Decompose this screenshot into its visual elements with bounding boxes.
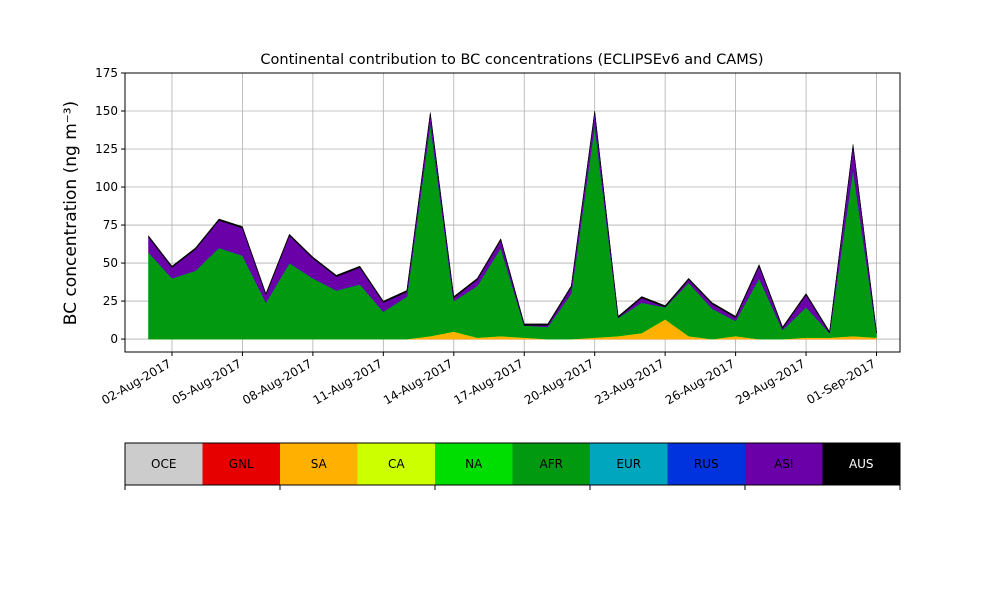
x-tick-label: 14-Aug-2017: [381, 356, 455, 407]
x-tick-label: 17-Aug-2017: [452, 356, 526, 407]
legend-swatch: [125, 443, 203, 485]
legend-swatch: [202, 443, 280, 485]
x-tick-label: 02-Aug-2017: [99, 356, 173, 407]
x-tick-label: 23-Aug-2017: [592, 356, 666, 407]
legend-label: AFR: [540, 457, 563, 471]
legend-label: EUR: [616, 457, 641, 471]
chart-title: Continental contribution to BC concentra…: [260, 52, 763, 68]
plot-frame: [124, 72, 901, 353]
legend-swatch: [745, 443, 823, 485]
y-tick-label: 50: [103, 256, 118, 270]
area: [148, 123, 877, 340]
x-tick-label: 20-Aug-2017: [522, 356, 596, 407]
y-tick-label: 100: [95, 180, 118, 194]
legend-swatch: [280, 443, 358, 485]
x-tick-label: 05-Aug-2017: [170, 356, 244, 407]
y-axis-label: BC concentration (ng m⁻³): [61, 101, 81, 325]
legend-frame: [124, 442, 901, 486]
x-tick-label: 26-Aug-2017: [663, 356, 737, 407]
legend-swatch: [822, 443, 900, 485]
y-tick-label: 175: [95, 66, 118, 80]
legend-label: GNL: [229, 457, 254, 471]
y-tick-label: 125: [95, 142, 118, 156]
legend-label: CA: [388, 457, 405, 471]
legend-label: RUS: [694, 457, 719, 471]
area: [148, 110, 877, 334]
x-tick-label: 11-Aug-2017: [311, 356, 385, 407]
legend-label: NA: [465, 457, 483, 471]
y-tick-label: 0: [110, 332, 118, 346]
x-tick-label: 29-Aug-2017: [733, 356, 807, 407]
legend-label: OCE: [151, 457, 176, 471]
legend-swatch: [590, 443, 668, 485]
legend-swatch: [667, 443, 745, 485]
y-tick-label: 75: [103, 218, 118, 232]
legend-swatch: [435, 443, 513, 485]
y-tick-label: 150: [95, 104, 118, 118]
legend-swatch: [512, 443, 590, 485]
x-tick-label: 01-Sep-2017: [804, 356, 878, 407]
legend-label: ASI: [774, 457, 793, 471]
legend-label: SA: [311, 457, 328, 471]
y-tick-label: 25: [103, 294, 118, 308]
x-tick-label: 08-Aug-2017: [240, 356, 314, 407]
legend-swatch: [357, 443, 435, 485]
legend-label: AUS: [849, 457, 874, 471]
